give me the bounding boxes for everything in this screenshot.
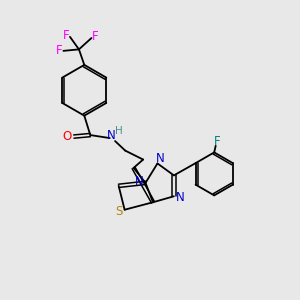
Text: N: N: [176, 191, 184, 204]
Text: S: S: [115, 205, 122, 218]
Text: N: N: [156, 152, 165, 166]
Text: N: N: [107, 130, 116, 142]
Text: N: N: [135, 175, 144, 188]
Text: F: F: [63, 29, 69, 42]
Text: O: O: [63, 130, 72, 143]
Text: F: F: [56, 44, 62, 57]
Text: F: F: [214, 134, 220, 148]
Text: H: H: [116, 127, 123, 136]
Text: F: F: [92, 30, 99, 43]
